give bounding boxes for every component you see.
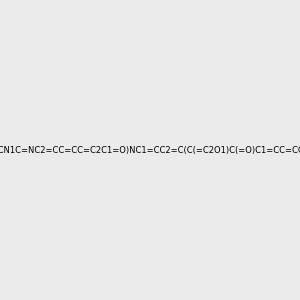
Text: O=C(CCN1C=NC2=CC=CC=C2C1=O)NC1=CC2=C(C(=C2O1)C(=O)C1=CC=CC=C1)C: O=C(CCN1C=NC2=CC=CC=C2C1=O)NC1=CC2=C(C(=…	[0, 146, 300, 154]
